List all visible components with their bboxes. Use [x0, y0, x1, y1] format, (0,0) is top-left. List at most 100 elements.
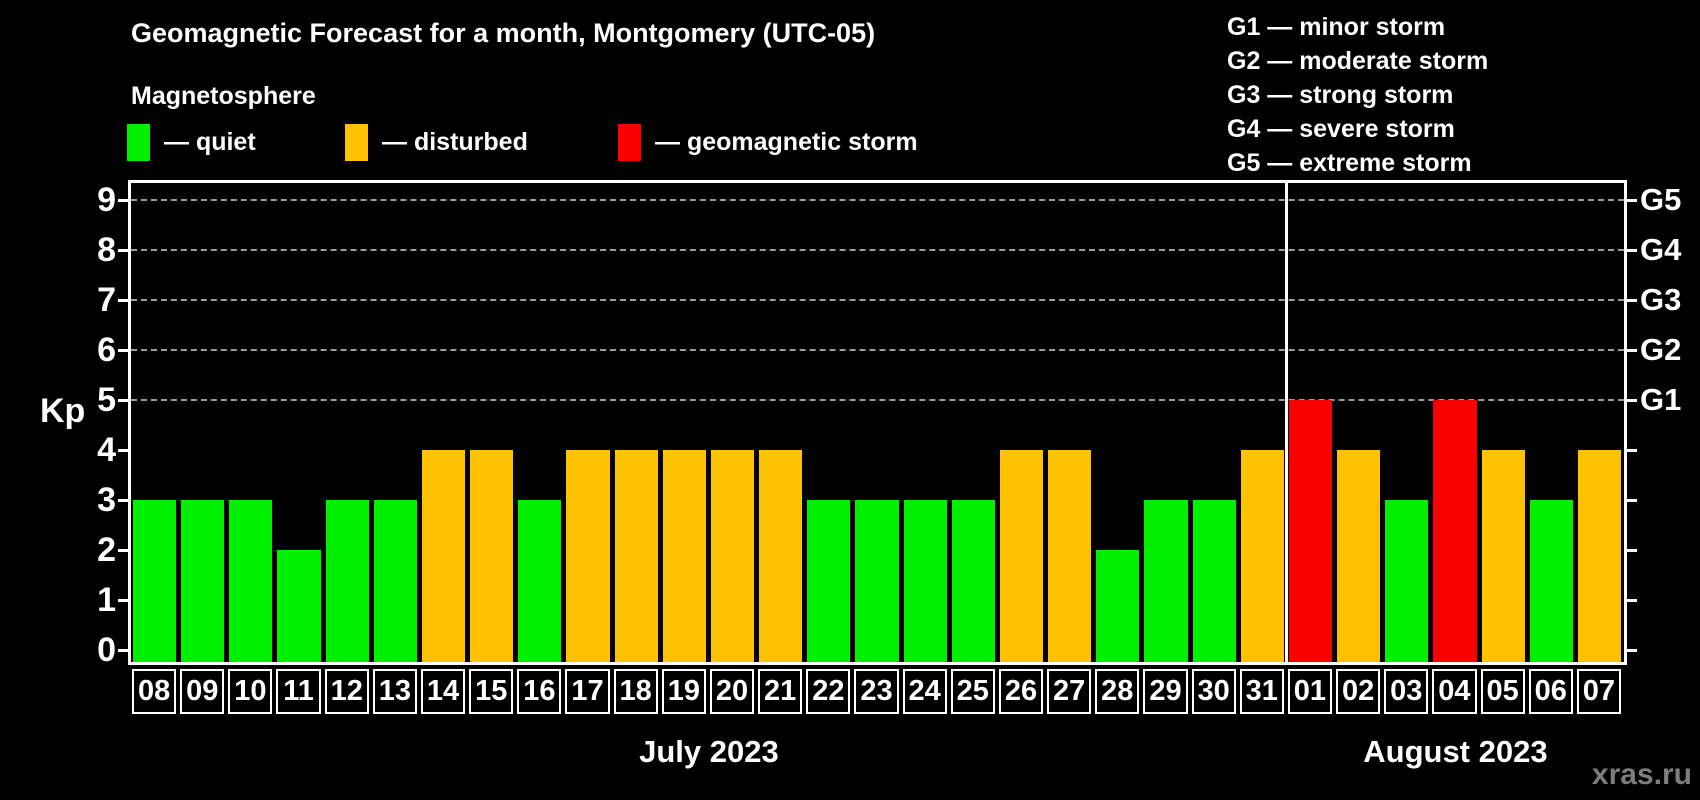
gridline-kp9: [131, 199, 1624, 201]
y-label-7: 7: [97, 281, 116, 319]
bar-16-quiet: [518, 500, 562, 662]
day-label-28: 28: [1095, 669, 1140, 714]
bar-31-disturbed: [1240, 450, 1284, 662]
bar-02-disturbed: [1337, 450, 1381, 662]
day-label-15: 15: [469, 669, 514, 714]
bar-21-disturbed: [759, 450, 803, 662]
month-label-july: July 2023: [639, 734, 779, 769]
bar-12-quiet: [325, 500, 369, 662]
y-label-6: 6: [97, 331, 116, 369]
day-label-29: 29: [1143, 669, 1188, 714]
gridline-kp7: [131, 299, 1624, 301]
y-label-0: 0: [97, 631, 116, 669]
day-label-06: 06: [1528, 669, 1573, 714]
day-label-11: 11: [276, 669, 321, 714]
bar-08-quiet: [133, 500, 177, 662]
bar-27-disturbed: [1048, 450, 1092, 662]
y-label-8: 8: [97, 231, 116, 269]
legend-label-storm: — geomagnetic storm: [655, 128, 918, 156]
y-tick-right-7: [1627, 298, 1637, 302]
quiet-color-swatch: [127, 124, 150, 161]
y-label-4: 4: [97, 431, 116, 469]
right-axis-label-g4: G4: [1640, 232, 1682, 267]
y-tick-5: [118, 398, 128, 402]
y-tick-right-6: [1627, 348, 1637, 352]
right-axis-label-g1: G1: [1640, 382, 1682, 417]
y-tick-6: [118, 348, 128, 352]
y-tick-3: [118, 498, 128, 502]
y-tick-0: [118, 648, 128, 652]
bar-26-disturbed: [999, 450, 1044, 662]
y-label-5: 5: [97, 381, 116, 419]
bar-15-disturbed: [470, 450, 514, 662]
bar-11-quiet: [277, 550, 321, 662]
day-label-05: 05: [1480, 669, 1525, 714]
y-label-2: 2: [97, 531, 116, 569]
y-label-3: 3: [97, 481, 116, 519]
day-label-19: 19: [661, 669, 706, 714]
watermark: xras.ru: [1591, 758, 1692, 791]
y-tick-2: [118, 548, 128, 552]
gridline-kp5: [131, 399, 1624, 401]
day-label-30: 30: [1191, 669, 1236, 714]
bar-18-disturbed: [614, 450, 658, 662]
gridline-kp8: [131, 249, 1624, 251]
bar-23-quiet: [855, 500, 899, 662]
day-label-08: 08: [132, 669, 177, 714]
day-label-16: 16: [517, 669, 562, 714]
right-axis-label-g5: G5: [1640, 182, 1682, 217]
day-label-10: 10: [228, 669, 273, 714]
gridline-kp6: [131, 349, 1624, 351]
bar-05-disturbed: [1481, 450, 1525, 662]
y-tick-right-3: [1627, 498, 1637, 502]
bar-14-disturbed: [421, 450, 466, 662]
bar-29-quiet: [1144, 500, 1188, 662]
y-axis-line: [128, 180, 131, 665]
disturbed-color-swatch: [345, 124, 368, 161]
legend-label-disturbed: — disturbed: [382, 128, 528, 156]
day-label-04: 04: [1432, 669, 1477, 714]
day-label-17: 17: [565, 669, 610, 714]
day-label-20: 20: [709, 669, 755, 714]
g-legend-g5: G5 — extreme storm: [1227, 149, 1472, 177]
bar-19-disturbed: [662, 450, 706, 662]
day-label-25: 25: [950, 669, 995, 714]
y-tick-right-2: [1627, 548, 1637, 552]
day-label-18: 18: [613, 669, 658, 714]
y-tick-right-4: [1627, 448, 1637, 452]
bar-03-quiet: [1385, 500, 1429, 662]
g-legend-g1: G1 — minor storm: [1227, 13, 1446, 41]
y-label-9: 9: [97, 181, 116, 219]
bar-06-quiet: [1529, 500, 1573, 662]
bar-10-quiet: [229, 500, 273, 662]
y-tick-7: [118, 298, 128, 302]
legend-item-quiet: — quiet: [127, 124, 256, 161]
y-tick-1: [118, 598, 128, 602]
right-axis-label-g3: G3: [1640, 282, 1682, 317]
y-tick-8: [118, 248, 128, 252]
y-tick-right-9: [1627, 198, 1637, 202]
legend-item-disturbed: — disturbed: [345, 124, 528, 161]
bar-25-quiet: [951, 500, 995, 662]
x-axis-line: [128, 662, 1627, 665]
day-label-26: 26: [998, 669, 1044, 714]
y-label-1: 1: [97, 581, 116, 619]
y-tick-9: [118, 198, 128, 202]
magnetosphere-label: Magnetosphere: [131, 82, 316, 110]
bar-01-storm: [1288, 400, 1333, 662]
day-label-21: 21: [758, 669, 803, 714]
day-label-12: 12: [324, 669, 369, 714]
y-tick-right-0: [1627, 648, 1637, 652]
day-label-02: 02: [1336, 669, 1381, 714]
bar-30-quiet: [1192, 500, 1236, 662]
g-legend-g2: G2 — moderate storm: [1227, 47, 1489, 75]
bar-17-disturbed: [566, 450, 610, 662]
day-label-03: 03: [1384, 669, 1429, 714]
y-tick-right-5: [1627, 398, 1637, 402]
y-tick-right-1: [1627, 598, 1637, 602]
y-axis-title: Kp: [40, 392, 86, 430]
y-tick-right-8: [1627, 248, 1637, 252]
day-label-07: 07: [1576, 669, 1621, 714]
chart-title: Geomagnetic Forecast for a month, Montgo…: [131, 18, 876, 48]
